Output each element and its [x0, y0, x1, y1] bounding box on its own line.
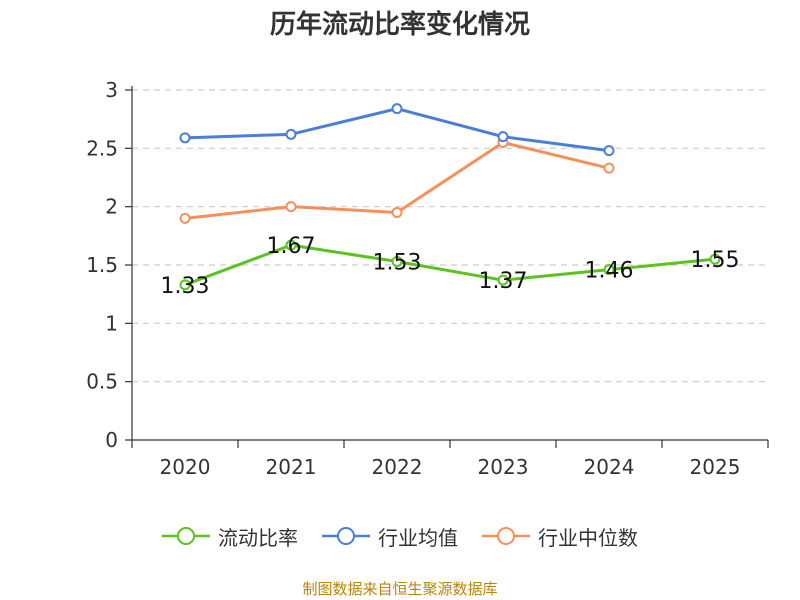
- axes: 0 0.5 1 1.5 2 2.5 3 2020 2021 2022 2023 2024 2025: [86, 78, 769, 479]
- data-point[interactable]: [179, 279, 191, 291]
- legend-marker-orange: [482, 527, 530, 545]
- y-tick-label: 1.5: [86, 253, 118, 277]
- data-point[interactable]: [179, 212, 191, 224]
- legend-item-industry-median[interactable]: 行业中位数: [482, 522, 638, 551]
- legend-item-current-ratio[interactable]: 流动比率: [162, 522, 298, 551]
- y-tick-label: 2.5: [86, 136, 118, 160]
- legend-marker-green: [162, 527, 210, 545]
- y-tick-label: 0.5: [86, 370, 118, 394]
- data-label: 1.53: [373, 251, 422, 276]
- data-point[interactable]: [285, 201, 297, 213]
- data-labels: 1.33 1.67 1.53 1.37 1.46 1.55: [161, 234, 740, 299]
- data-point[interactable]: [391, 256, 403, 267]
- legend-marker-blue: [322, 527, 370, 545]
- legend: 流动比率 行业均值 行业中位数: [0, 520, 800, 552]
- data-source-note: 制图数据来自恒生聚源数据库: [302, 580, 498, 598]
- data-point[interactable]: [497, 274, 509, 286]
- y-tick-label: 3: [105, 78, 118, 102]
- legend-label: 流动比率: [218, 525, 298, 550]
- data-point[interactable]: [709, 253, 721, 265]
- data-label: 1.46: [585, 259, 634, 284]
- data-point[interactable]: [285, 128, 297, 140]
- legend-item-industry-mean[interactable]: 行业均值: [322, 522, 458, 551]
- series-lines: [179, 103, 721, 291]
- x-tick-label: 2022: [372, 455, 423, 479]
- data-label: 1.67: [267, 234, 316, 259]
- data-point[interactable]: [603, 264, 615, 276]
- y-tick-label: 1: [105, 311, 118, 335]
- data-label: 1.37: [479, 269, 528, 294]
- chart-title: 历年流动比率变化情况: [269, 10, 530, 40]
- data-point[interactable]: [179, 132, 191, 144]
- series-line: [184, 107, 610, 153]
- data-point[interactable]: [603, 145, 615, 157]
- y-tick-label: 2: [105, 195, 118, 219]
- x-tick-label: 2021: [266, 455, 317, 479]
- data-point[interactable]: [391, 207, 403, 218]
- data-label: 1.55: [691, 248, 740, 273]
- data-point[interactable]: [603, 162, 615, 174]
- x-tick-label: 2024: [584, 455, 635, 479]
- data-point[interactable]: [391, 103, 403, 115]
- legend-label: 行业均值: [378, 525, 458, 550]
- x-tick-label: 2020: [160, 455, 211, 479]
- x-tick-label: 2023: [478, 455, 529, 479]
- x-tick-label: 2025: [690, 455, 741, 479]
- data-label: 1.33: [161, 274, 210, 299]
- data-point[interactable]: [497, 131, 509, 143]
- legend-label: 行业中位数: [538, 525, 638, 550]
- series-line: [184, 243, 716, 287]
- data-point[interactable]: [285, 239, 297, 251]
- y-tick-label: 0: [105, 428, 118, 452]
- grid-lines: [132, 89, 768, 383]
